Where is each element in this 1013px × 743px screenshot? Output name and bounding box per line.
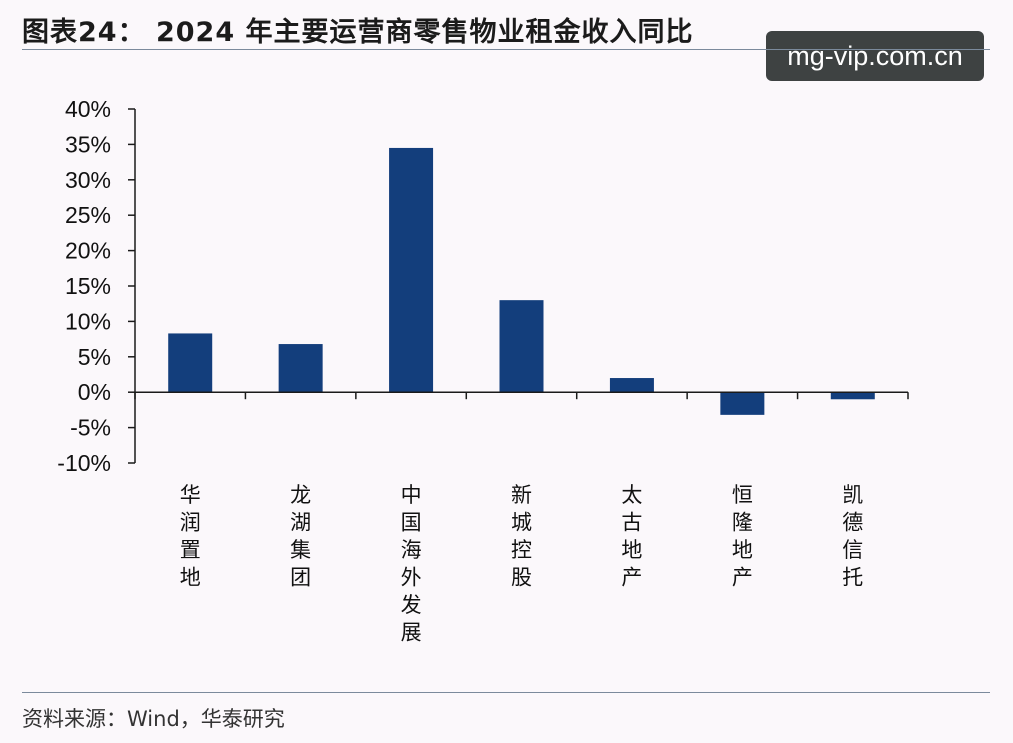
y-tick-label: 15%	[65, 273, 111, 299]
bar-7	[830, 392, 875, 400]
footer-divider	[22, 692, 990, 693]
y-tick-label: 5%	[78, 344, 111, 370]
bar-chart: 40% 35% 30% 25% 20% 15% 10% 5% 0% -5% -10% 华润置地 龙湖集…	[57, 96, 909, 645]
y-tick-label: 30%	[65, 167, 111, 193]
category-label: 新城控股	[511, 483, 532, 590]
y-tick-label: 10%	[65, 308, 111, 334]
category-label: 凯德信托	[842, 483, 863, 590]
y-tick-label: 35%	[65, 131, 111, 157]
y-tick-label: 20%	[65, 238, 111, 264]
x-axis	[134, 391, 909, 400]
y-tick-label: -10%	[57, 450, 111, 476]
watermark-badge: mg-vip.com.cn	[766, 31, 984, 81]
title-divider	[22, 49, 990, 50]
category-label: 中国海外发展	[401, 483, 422, 645]
category-labels: 华润置地 龙湖集团 中国海外发展 新城控股 太古地产 恒隆地产 凯德信托	[180, 483, 864, 645]
y-axis: 40% 35% 30% 25% 20% 15% 10% 5% 0% -5% -10%	[57, 96, 136, 476]
bar-2	[278, 344, 323, 393]
y-tick-label: 40%	[65, 96, 111, 122]
bar-6	[720, 392, 765, 415]
category-label: 华润置地	[180, 483, 201, 590]
y-tick-label: 0%	[78, 379, 111, 405]
y-tick-label: -5%	[70, 415, 111, 441]
category-label: 太古地产	[621, 483, 642, 590]
bar-4	[499, 300, 544, 393]
category-label: 龙湖集团	[290, 483, 311, 590]
category-label: 恒隆地产	[732, 483, 753, 590]
bar-1	[168, 333, 213, 393]
bar-3	[389, 147, 434, 393]
bars	[168, 147, 875, 415]
chart-title: 图表24： 2024 年主要运营商零售物业租金收入同比	[22, 17, 694, 48]
source-note: 资料来源：Wind，华泰研究	[22, 707, 285, 731]
y-tick-label: 25%	[65, 202, 111, 228]
bar-5	[609, 378, 654, 393]
